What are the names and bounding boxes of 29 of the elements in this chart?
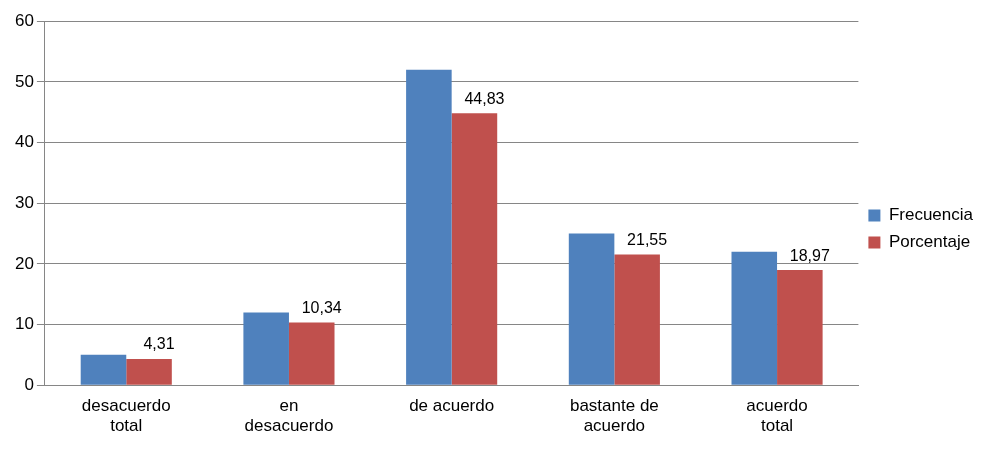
data-label: 4,31: [143, 335, 175, 353]
legend-label: Porcentaje: [888, 232, 971, 252]
bar: [451, 113, 498, 385]
y-tick-label: 20: [14, 253, 34, 273]
y-tick-label: 30: [14, 192, 34, 212]
bar: [731, 251, 778, 385]
bar: [406, 69, 452, 385]
y-tick-label: 40: [14, 132, 34, 152]
x-tick-label: desacuerdo total: [81, 396, 171, 436]
x-tick-label: en desacuerdo: [244, 396, 334, 436]
data-label: 18,97: [789, 246, 830, 264]
bar: [568, 233, 615, 385]
x-tick-label: acuerdo total: [746, 396, 808, 436]
y-tick-label: 0: [24, 374, 34, 394]
bar: [126, 359, 172, 385]
bar: [80, 354, 127, 385]
bar: [614, 254, 660, 385]
bar: [777, 270, 823, 385]
bar: [243, 312, 289, 385]
x-tick-label: bastante de acuerdo: [569, 396, 659, 436]
data-label: 10,34: [301, 298, 342, 316]
legend-label: Frecuencia: [888, 205, 974, 225]
data-label: 44,83: [464, 89, 505, 107]
y-tick-label: 60: [14, 10, 34, 30]
data-label: 21,55: [627, 230, 668, 248]
y-tick-label: 10: [14, 314, 34, 334]
bar: [288, 322, 335, 385]
x-tick-label: de acuerdo: [409, 396, 495, 416]
y-tick-label: 50: [14, 71, 34, 91]
